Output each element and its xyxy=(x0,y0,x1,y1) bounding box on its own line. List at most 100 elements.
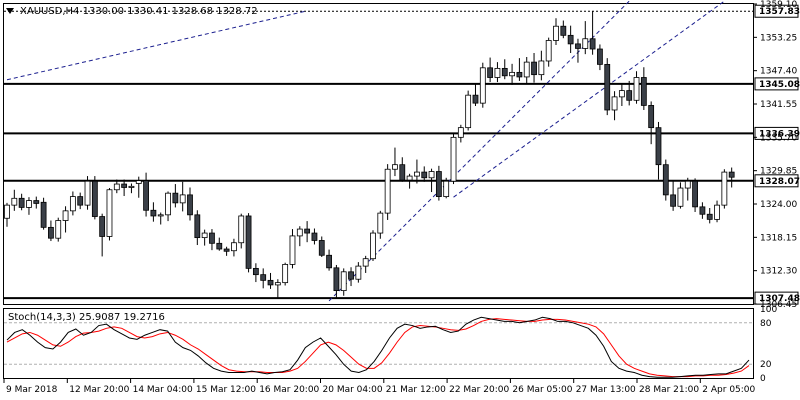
time-tick-label: 2 Apr 05:00 xyxy=(702,385,755,395)
chart-header: XAUUSD,H4 1330.00 1330.41 1328.68 1328.7… xyxy=(20,6,258,17)
candle-body xyxy=(267,279,274,286)
candle-body xyxy=(392,164,398,170)
time-tick-label: 22 Mar 20:00 xyxy=(449,385,509,395)
level-label: 1307.48 xyxy=(759,294,800,304)
candle-body xyxy=(157,214,164,217)
candle-body xyxy=(209,232,215,244)
candle-body xyxy=(516,71,523,78)
candle-body xyxy=(450,136,457,182)
main-pane-border xyxy=(3,3,754,305)
price-tick-label: 1341.55 xyxy=(760,100,797,110)
trend-line xyxy=(6,10,308,81)
price-tick-label: 1347.40 xyxy=(760,67,797,77)
candle-body xyxy=(143,180,149,211)
candle-body xyxy=(201,232,208,239)
candle-body xyxy=(245,215,252,269)
candle-body xyxy=(296,228,303,237)
candle-body xyxy=(457,127,464,138)
level-label-box xyxy=(754,77,799,91)
candle-body xyxy=(721,171,728,206)
candle-body xyxy=(560,25,567,36)
header-triangle-icon xyxy=(6,8,14,14)
candle-body xyxy=(26,200,32,208)
candle-body xyxy=(113,183,120,191)
stochastic-header: Stoch(14,3,3) 25.9087 19.2716 xyxy=(8,312,165,323)
candle-body xyxy=(589,38,596,50)
stochastic-axis-label: 100 xyxy=(760,305,777,315)
time-tick-label: 27 Mar 13:00 xyxy=(576,385,636,395)
candle-body xyxy=(62,210,69,221)
candle-body xyxy=(311,232,318,241)
level-label: 1357.83 xyxy=(759,7,800,17)
candle-body xyxy=(662,164,669,196)
candle-body xyxy=(575,43,581,49)
candle-body xyxy=(326,254,332,269)
candle-body xyxy=(150,209,157,217)
candle-body xyxy=(714,204,720,220)
candle-body xyxy=(699,206,706,215)
candle-body xyxy=(421,171,428,179)
candle-body xyxy=(340,271,347,292)
candle-body xyxy=(318,240,325,256)
candle-body xyxy=(282,263,289,284)
stochastic-axis-label: 80 xyxy=(760,319,772,329)
candle-body xyxy=(399,164,406,181)
candle-body xyxy=(348,271,354,280)
level-labels: 1357.83 1345.08 1336.39 1328.07 1307.48 xyxy=(754,4,800,305)
candle-body xyxy=(677,187,684,207)
candle-body xyxy=(494,67,501,78)
time-tick-label: 15 Mar 12:00 xyxy=(196,385,256,395)
candle-body xyxy=(106,189,113,237)
candle-body xyxy=(362,258,369,267)
price-axis: 1359.10 1353.25 1347.40 1341.55 1335.70 1329.… xyxy=(753,0,797,310)
horizontal-levels xyxy=(4,10,753,300)
candle-body xyxy=(640,77,647,106)
time-tick-label: 20 Mar 04:00 xyxy=(323,385,383,395)
candle-body xyxy=(355,265,362,280)
candle-body xyxy=(333,267,340,292)
candle-body xyxy=(377,212,384,234)
candle-body xyxy=(304,228,311,234)
stochastic-pane: Stoch(14,3,3) 25.9087 19.2716 100 80 20 0 xyxy=(3,305,777,384)
candle-body xyxy=(501,67,508,77)
candle-body xyxy=(33,200,40,204)
candle-body xyxy=(55,220,62,239)
time-tick-label: 21 Mar 12:00 xyxy=(386,385,446,395)
candle-body xyxy=(618,90,625,98)
level-label-box xyxy=(754,4,799,18)
candle-body xyxy=(472,94,479,104)
main-pane: 1357.83 1345.08 1336.39 1328.07 1307.48 XAUU… xyxy=(3,0,800,310)
level-label-box xyxy=(754,126,799,140)
time-tick-label: 16 Mar 20:00 xyxy=(259,385,319,395)
stochastic-axis-label: 20 xyxy=(760,360,772,370)
candle-body xyxy=(487,67,494,78)
time-tick-label: 12 Mar 20:00 xyxy=(69,385,129,395)
candle-body xyxy=(706,213,713,220)
candle-body xyxy=(567,34,574,45)
candle-body xyxy=(69,196,76,212)
stochastic-pane-border xyxy=(3,308,754,379)
candle-body xyxy=(479,67,486,104)
price-tick-label: 1359.10 xyxy=(760,0,797,10)
candle-body xyxy=(633,77,640,101)
time-tick-label: 26 Mar 05:00 xyxy=(512,385,572,395)
candle-body xyxy=(553,25,559,41)
candle-body xyxy=(465,94,472,129)
candle-body xyxy=(40,201,47,228)
candle-body xyxy=(428,171,435,179)
candles xyxy=(4,11,735,299)
candle-body xyxy=(135,180,142,184)
price-tick-label: 1329.85 xyxy=(760,167,797,177)
candle-body xyxy=(121,183,128,188)
candle-body xyxy=(692,180,698,208)
candle-body xyxy=(91,180,98,217)
trend-lines xyxy=(6,0,725,302)
stochastic-k-line xyxy=(6,316,750,378)
candle-body xyxy=(384,168,391,214)
candle-body xyxy=(187,194,193,216)
stochastic-axis-label: 0 xyxy=(760,374,766,384)
candle-body xyxy=(223,248,230,252)
candle-body xyxy=(538,60,545,76)
